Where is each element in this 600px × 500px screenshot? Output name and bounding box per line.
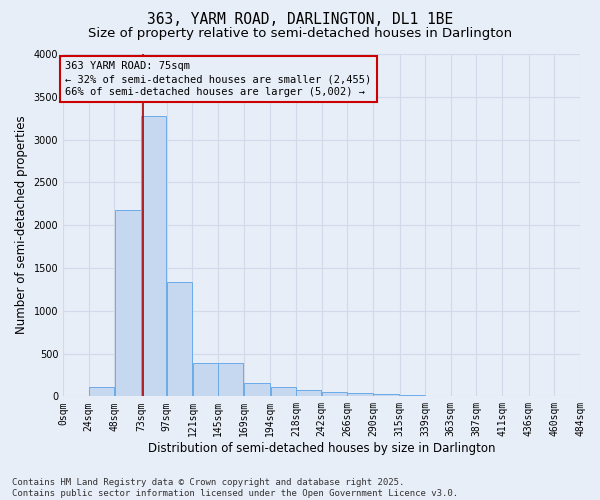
Bar [347, 393, 373, 396]
Bar [142, 116, 166, 396]
Text: 363 YARM ROAD: 75sqm
← 32% of semi-detached houses are smaller (2,455)
66% of se: 363 YARM ROAD: 75sqm ← 32% of semi-detac… [65, 61, 371, 97]
X-axis label: Distribution of semi-detached houses by size in Darlington: Distribution of semi-detached houses by … [148, 442, 496, 455]
Bar [89, 387, 114, 396]
Y-axis label: Number of semi-detached properties: Number of semi-detached properties [15, 116, 28, 334]
Bar [244, 382, 270, 396]
Text: 363, YARM ROAD, DARLINGTON, DL1 1BE: 363, YARM ROAD, DARLINGTON, DL1 1BE [147, 12, 453, 28]
Text: Contains HM Land Registry data © Crown copyright and database right 2025.
Contai: Contains HM Land Registry data © Crown c… [12, 478, 458, 498]
Bar [115, 210, 141, 396]
Bar [322, 392, 347, 396]
Bar [271, 388, 296, 396]
Bar [193, 363, 218, 396]
Text: Size of property relative to semi-detached houses in Darlington: Size of property relative to semi-detach… [88, 28, 512, 40]
Bar [167, 282, 192, 397]
Bar [218, 363, 244, 396]
Bar [373, 394, 399, 396]
Bar [296, 390, 322, 396]
